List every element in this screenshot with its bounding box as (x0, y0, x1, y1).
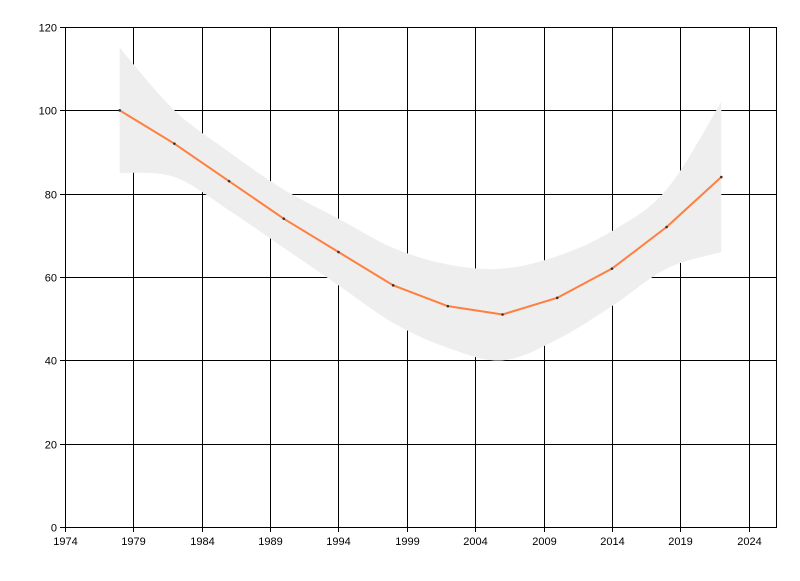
data-point (610, 267, 614, 270)
y-tick-label: 120 (39, 23, 57, 35)
data-point (337, 250, 340, 254)
x-tick-label: 2014 (600, 536, 624, 548)
y-tick-label: 0 (51, 523, 57, 535)
y-tick-label: 60 (45, 273, 57, 285)
y-tick-label: 80 (45, 190, 57, 202)
confidence-band-layer (119, 47, 722, 361)
data-point (173, 142, 176, 145)
data-point (227, 179, 231, 183)
x-tick-label: 1999 (395, 536, 419, 548)
data-point (555, 296, 559, 300)
x-tick-label: 2024 (737, 536, 761, 548)
x-tick-label: 1974 (53, 536, 77, 548)
y-tick-label: 20 (45, 440, 57, 452)
marker-layer (118, 109, 723, 316)
data-point (446, 304, 450, 308)
data-point (665, 225, 668, 229)
x-tick-label: 2009 (532, 536, 556, 548)
y-tick-label: 100 (39, 106, 57, 118)
axis-layer: 1974 1979 1984 1989 1994 1999 2004 2009 2014 2019… (39, 23, 777, 548)
confidence-band (119, 47, 722, 361)
data-point (720, 175, 723, 179)
data-point (282, 217, 286, 220)
x-tick-label: 1984 (190, 536, 214, 548)
x-tick-label: 2019 (668, 536, 692, 548)
x-tick-label: 2004 (463, 536, 487, 548)
data-point (391, 284, 395, 287)
series-layer (119, 109, 722, 316)
data-point (118, 109, 121, 112)
x-tick-label: 1979 (121, 536, 145, 548)
y-tick-label: 40 (45, 356, 57, 368)
data-point (501, 313, 504, 316)
series-line (119, 109, 722, 316)
x-tick-label: 1994 (326, 536, 350, 548)
x-tick-label: 1989 (258, 536, 282, 548)
